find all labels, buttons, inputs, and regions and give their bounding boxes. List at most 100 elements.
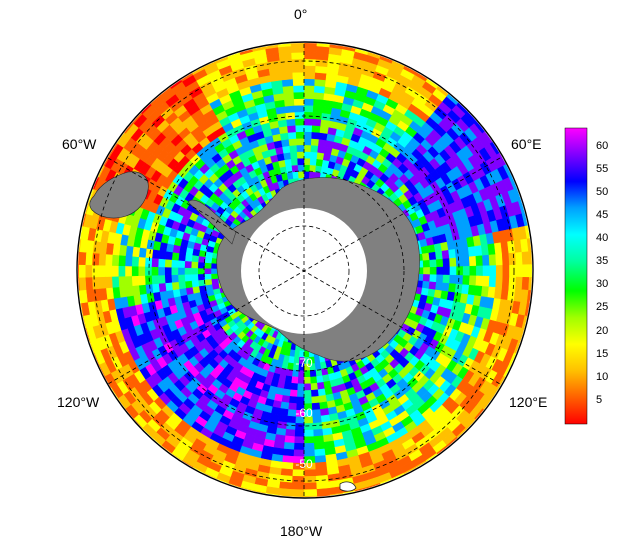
data-cell	[282, 145, 291, 154]
data-cell	[144, 257, 153, 267]
data-cell	[311, 124, 321, 133]
data-cell	[448, 248, 457, 259]
lon-label-120e: 120°E	[509, 394, 548, 410]
data-cell	[295, 124, 305, 133]
data-cell	[311, 131, 321, 140]
data-cell	[281, 455, 294, 464]
data-cell	[191, 279, 200, 288]
colorbar	[564, 127, 588, 425]
data-cell	[282, 85, 295, 94]
data-cell	[435, 250, 444, 260]
data-cell	[303, 495, 318, 497]
data-cell	[296, 390, 305, 398]
data-cell	[145, 283, 154, 294]
colorbar-tick-label: 35	[596, 255, 609, 268]
lon-label-0: 0°	[294, 6, 308, 22]
latitude-label-50: -50	[295, 457, 313, 471]
data-cell	[78, 264, 86, 278]
data-cell	[312, 105, 324, 114]
data-cell	[315, 58, 329, 68]
data-cell	[285, 422, 296, 431]
data-cell	[171, 259, 179, 268]
data-cell	[311, 409, 321, 418]
data-cell	[124, 275, 133, 287]
data-cell	[285, 111, 296, 120]
data-cell	[78, 277, 80, 292]
data-cell	[303, 58, 317, 67]
data-cell	[78, 250, 80, 265]
data-cell	[310, 396, 320, 404]
data-cell	[178, 280, 186, 290]
graticule	[93, 44, 515, 498]
data-cell	[312, 111, 323, 120]
data-cell	[436, 258, 444, 268]
data-cell	[177, 267, 185, 275]
data-cell	[111, 265, 119, 277]
data-cell	[422, 259, 431, 268]
data-cell	[288, 396, 298, 404]
data-cell	[462, 256, 471, 267]
data-cell	[449, 274, 457, 285]
data-cell	[455, 275, 464, 285]
data-cell	[462, 266, 471, 276]
data-cell	[280, 468, 293, 477]
data-cell	[164, 258, 172, 268]
data-cell	[104, 253, 113, 266]
data-cell	[303, 489, 318, 497]
data-cell	[296, 144, 305, 152]
data-cell	[293, 85, 305, 93]
data-cell	[178, 252, 186, 262]
lon-label-60e: 60°E	[511, 136, 542, 152]
data-cell	[303, 85, 315, 93]
data-cell	[297, 164, 305, 172]
data-cell	[515, 252, 523, 266]
data-cell	[312, 415, 322, 424]
data-cell	[449, 266, 457, 276]
data-cell	[78, 251, 87, 266]
data-cell	[104, 276, 113, 289]
data-cell	[423, 267, 431, 275]
data-cell	[281, 461, 294, 470]
data-cell	[204, 267, 212, 275]
data-cell	[144, 275, 153, 285]
data-cell	[315, 65, 328, 74]
data-cell	[290, 489, 305, 497]
data-cell	[495, 276, 504, 289]
data-cell	[184, 273, 192, 282]
data-cell	[315, 368, 323, 377]
data-cell	[313, 98, 324, 107]
data-cell	[290, 43, 305, 47]
data-cell	[312, 118, 322, 127]
data-cell	[151, 257, 159, 268]
data-cell	[78, 276, 87, 291]
data-cell	[204, 273, 212, 280]
data-cell	[158, 282, 167, 293]
data-cell	[428, 251, 437, 261]
data-cell	[157, 274, 166, 284]
data-cell	[91, 264, 99, 278]
data-cell	[303, 171, 310, 179]
data-cell	[443, 266, 451, 276]
data-cell	[303, 151, 312, 159]
data-cell	[291, 482, 305, 491]
data-cell	[297, 376, 305, 385]
data-cell	[475, 255, 484, 267]
data-cell	[124, 255, 133, 267]
data-cell	[310, 151, 318, 160]
data-cell	[449, 257, 457, 268]
data-cell	[316, 381, 325, 391]
data-cell	[210, 268, 218, 274]
colorbar-tick-label: 10	[596, 370, 609, 383]
data-cell	[118, 254, 126, 267]
data-cell	[104, 265, 113, 277]
data-cell	[118, 265, 126, 277]
colorbar-tick-label: 45	[596, 208, 609, 221]
data-cell	[184, 267, 192, 275]
data-cell	[311, 402, 321, 411]
colorbar-tick-label: 40	[596, 232, 609, 244]
data-cell	[291, 475, 305, 484]
data-cell	[495, 253, 504, 266]
colorbar-tick-label: 30	[596, 278, 609, 291]
data-cell	[291, 51, 305, 60]
data-cell	[298, 171, 305, 179]
